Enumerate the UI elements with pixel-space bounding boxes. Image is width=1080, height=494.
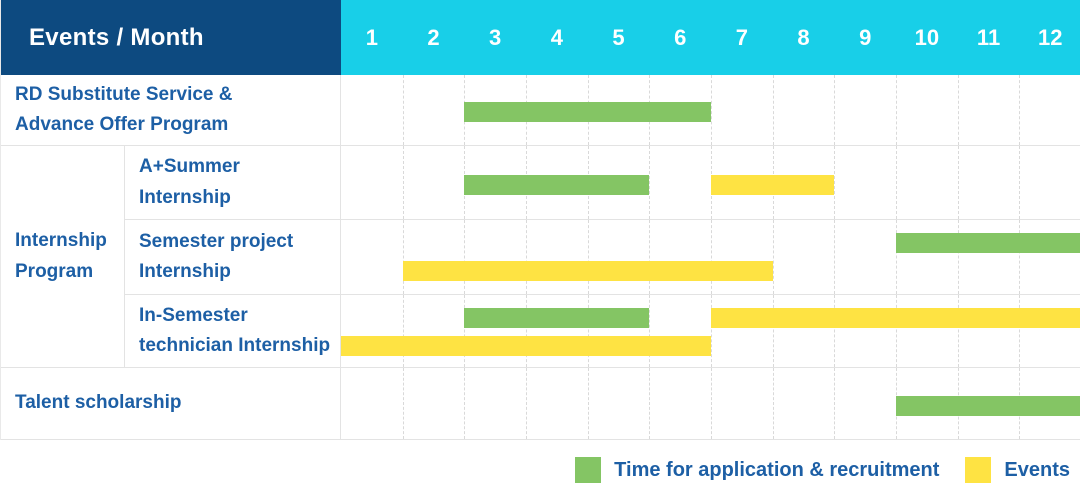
gantt-bar-events <box>341 336 711 356</box>
month-label-9: 9 <box>859 24 872 50</box>
month-gridline <box>957 295 959 367</box>
row-label-text: In-Semester technician Internship <box>139 304 331 356</box>
gantt-bar-events <box>711 308 1080 328</box>
month-gridline <box>464 368 466 439</box>
row-label-text: Semester project Internship <box>139 230 294 282</box>
legend-label-events: Events <box>1004 458 1070 481</box>
row-label-in-semester-technician-internship: In-Semester technician Internship <box>125 295 341 368</box>
events-month-table: Events / Month 1 2 3 4 5 6 7 8 9 10 11 1… <box>0 0 1080 440</box>
gantt-bar-application_recruitment <box>896 395 1080 416</box>
legend: Time for application & recruitment Event… <box>0 440 1080 494</box>
month-gridline <box>957 146 959 219</box>
gantt-bar-events <box>711 174 835 195</box>
month-gridline <box>464 220 466 294</box>
row-label-a-plus-summer-internship: A+Summer Internship <box>125 146 341 220</box>
month-gridline <box>834 368 836 439</box>
month-label-12: 12 <box>1037 24 1063 50</box>
legend-item-events: Events <box>965 457 1070 483</box>
row-label-text: RD Substitute Service & Advance Offer Pr… <box>15 83 233 135</box>
month-gridline <box>649 368 651 439</box>
month-gridline <box>711 368 712 439</box>
month-label-6: 6 <box>674 24 687 50</box>
month-gridline <box>402 220 404 294</box>
month-gridline <box>772 75 774 145</box>
group-label-internship-program: Internship Program <box>1 146 125 368</box>
month-gridline <box>402 368 404 439</box>
month-gridline <box>957 75 959 145</box>
gantt-bar-application_recruitment <box>464 102 711 122</box>
month-gridline <box>896 295 897 367</box>
month-label-8: 8 <box>797 24 810 50</box>
month-label-7: 7 <box>735 24 748 50</box>
month-label-10: 10 <box>914 24 940 50</box>
month-gridline <box>772 295 774 367</box>
row-label-text: A+Summer Internship <box>139 156 240 208</box>
month-gridline <box>834 295 836 367</box>
gantt-bar-application_recruitment <box>464 174 650 195</box>
month-gridline <box>649 146 651 219</box>
month-label-3: 3 <box>489 24 502 50</box>
month-label-1: 1 <box>365 24 378 50</box>
gantt-bar-application_recruitment <box>464 308 650 328</box>
month-gridline <box>526 368 527 439</box>
month-gridline <box>772 368 774 439</box>
timeline-talent-scholarship <box>341 368 1080 440</box>
row-label-rd-substitute-service: RD Substitute Service & Advance Offer Pr… <box>1 75 341 146</box>
month-gridline <box>834 220 836 294</box>
legend-label-application: Time for application & recruitment <box>614 458 940 481</box>
month-gridline <box>957 220 959 294</box>
row-label-semester-project-internship: Semester project Internship <box>125 220 341 295</box>
row-label-text: Talent scholarship <box>15 392 182 414</box>
month-gridline <box>834 146 836 219</box>
gantt-bar-application_recruitment <box>896 233 1080 253</box>
month-label-2: 2 <box>427 24 440 50</box>
month-gridline <box>896 146 897 219</box>
month-gridline <box>526 220 527 294</box>
timeline-semester-project-internship <box>341 220 1080 295</box>
timeline-in-semester-technician-internship <box>341 295 1080 368</box>
month-gridline <box>526 295 527 367</box>
gantt-bar-events <box>402 261 773 281</box>
month-gridline <box>1019 146 1021 219</box>
month-gridline <box>1019 220 1021 294</box>
month-gridline <box>711 295 712 367</box>
month-label-4: 4 <box>550 24 563 50</box>
legend-swatch-events-yellow <box>965 457 992 483</box>
month-gridline <box>896 220 897 294</box>
month-gridline <box>587 220 589 294</box>
row-label-talent-scholarship: Talent scholarship <box>1 368 341 440</box>
month-gridline <box>649 220 651 294</box>
month-gridline <box>402 75 404 145</box>
month-gridline <box>1019 75 1021 145</box>
month-gridline <box>587 368 589 439</box>
header-title: Events / Month <box>29 23 204 51</box>
month-gridline <box>402 295 404 367</box>
month-gridline <box>464 295 466 367</box>
legend-swatch-application-green <box>575 457 602 483</box>
table-header-events-month: Events / Month <box>1 0 341 75</box>
timeline-rd-substitute-service <box>341 75 1080 146</box>
month-gridline <box>649 295 651 367</box>
month-gridline <box>711 220 712 294</box>
month-gridline <box>772 220 774 294</box>
month-label-5: 5 <box>612 24 625 50</box>
month-gridline <box>587 295 589 367</box>
month-gridline <box>834 75 836 145</box>
month-gridline <box>896 75 897 145</box>
month-gridline <box>1019 295 1021 367</box>
month-gridline <box>402 146 404 219</box>
month-label-11: 11 <box>976 24 1001 50</box>
timeline-a-plus-summer-internship <box>341 146 1080 220</box>
month-gridline <box>711 75 712 145</box>
legend-item-application: Time for application & recruitment <box>575 457 939 483</box>
month-header-strip: 1 2 3 4 5 6 7 8 9 10 11 12 <box>341 0 1080 75</box>
group-label-text: Internship Program <box>15 230 107 282</box>
